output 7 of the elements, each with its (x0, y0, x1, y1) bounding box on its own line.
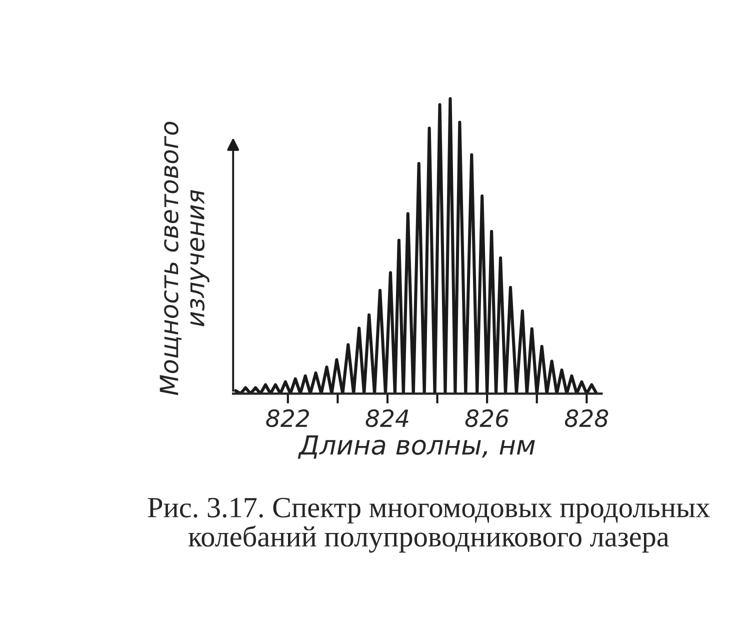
x-tick-label: 826 (465, 409, 509, 428)
x-tick-label: 828 (564, 409, 608, 428)
y-axis-title: Мощность светового излучения (160, 122, 210, 396)
text: Рис. 3.17. Спектр многомодовых продольных колебаний полупроводникового лазера (148, 498, 710, 553)
x-tick-label: 824 (366, 409, 408, 428)
x-tick-label: 822 (266, 409, 309, 428)
x-axis-title: Длина волны, нм (298, 435, 535, 459)
